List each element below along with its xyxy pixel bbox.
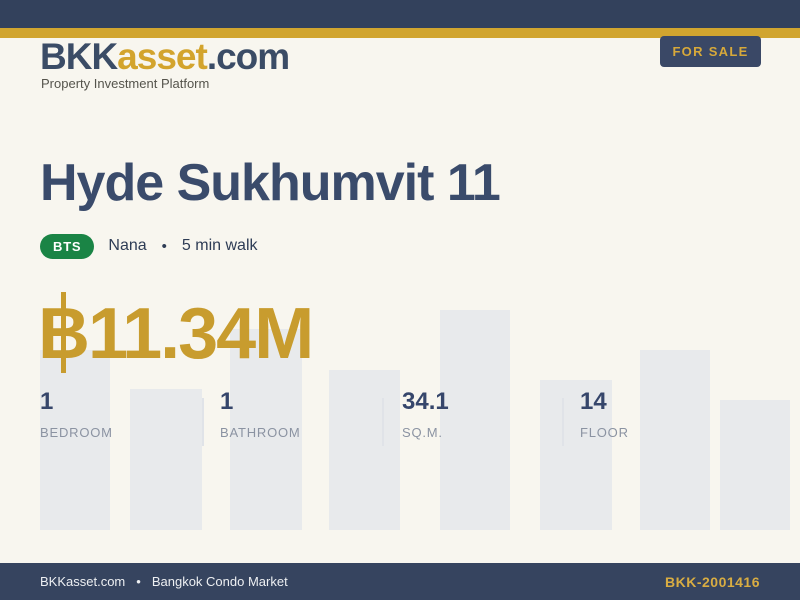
footer-bar: BKKasset.com • Bangkok Condo Market BKK-… (0, 563, 800, 600)
stat-value: 34.1 (402, 388, 449, 415)
stat-divider (202, 398, 204, 446)
listing-reference: BKK-2001416 (665, 573, 760, 590)
stat-value: 1 (40, 388, 54, 415)
skyline-bar (230, 329, 302, 530)
price: B11.34M (38, 292, 314, 374)
footer-left: BKKasset.com • Bangkok Condo Market (40, 563, 288, 600)
top-navy-bar (0, 0, 800, 28)
bts-badge: BTS (40, 233, 95, 259)
stat-floor: 14 FLOOR (580, 388, 750, 441)
skyline-bar (329, 370, 400, 530)
skyline-bar (720, 400, 790, 530)
bullet-separator: • (161, 237, 167, 255)
price-amount: 11.34M (88, 294, 314, 374)
transit-row: BTS Nana • 5 min walk (40, 232, 258, 260)
stat-bathroom: 1 BATHROOM (220, 388, 390, 441)
site-logo[interactable]: BKKasset.com (40, 36, 290, 78)
stat-label: BEDROOM (40, 425, 113, 441)
for-sale-badge[interactable]: FOR SALE (660, 36, 761, 67)
skyline-bar (440, 310, 510, 530)
station-name: Nana (108, 237, 147, 254)
footer-market: Bangkok Condo Market (151, 574, 288, 589)
stat-bedroom: 1 BEDROOM (40, 388, 210, 441)
logo-part-com: .com (206, 36, 290, 77)
stat-sqm: 34.1 SQ.M. (402, 388, 572, 441)
walk-time: 5 min walk (181, 237, 258, 254)
skyline-bar (540, 380, 612, 530)
stat-divider (382, 398, 384, 446)
skyline-bar (640, 350, 710, 530)
footer-site: BKKasset.com (40, 574, 126, 589)
logo-part-asset: asset (117, 36, 208, 77)
logo-part-bkk: BKK (40, 36, 118, 77)
baht-symbol: B (38, 292, 90, 374)
stat-label: BATHROOM (220, 425, 301, 441)
property-title: Hyde Sukhumvit 11 (40, 154, 501, 212)
stat-divider (562, 398, 564, 446)
stat-label: FLOOR (580, 425, 629, 441)
gold-accent-stripe (0, 28, 800, 38)
site-tagline: Property Investment Platform (41, 76, 210, 91)
bullet-separator: • (136, 574, 141, 589)
stat-value: 14 (580, 388, 607, 415)
skyline-bar (40, 350, 110, 530)
stat-value: 1 (220, 388, 234, 415)
skyline-bar (130, 389, 202, 530)
stat-label: SQ.M. (402, 425, 443, 441)
